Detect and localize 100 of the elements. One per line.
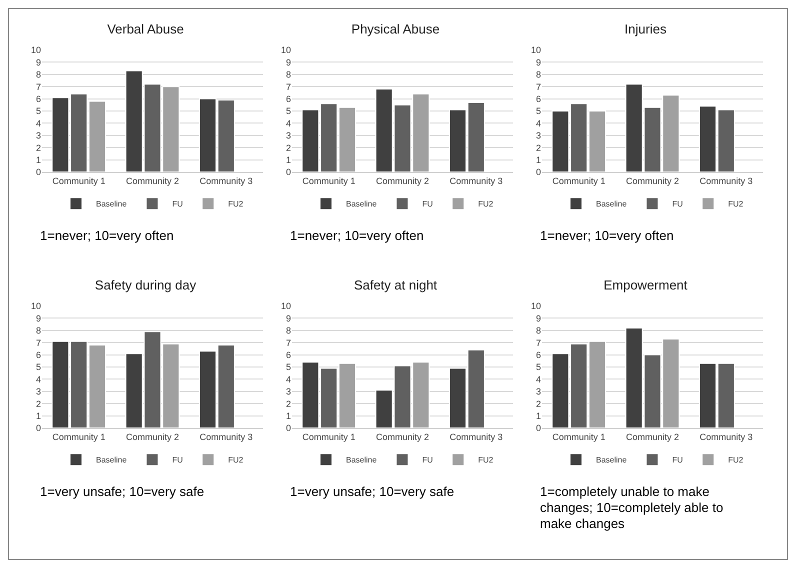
y-tick-label: 6	[286, 94, 291, 104]
chart-title: Physical Abuse	[351, 22, 440, 37]
legend-label: FU2	[228, 200, 244, 209]
x-tick-label: Community 2	[376, 176, 430, 186]
y-tick-label: 0	[536, 167, 541, 178]
legend-label: Baseline	[596, 200, 628, 209]
y-tick-label: 0	[36, 423, 41, 434]
y-tick-label: 0	[536, 423, 541, 434]
x-tick-label: Community 2	[626, 432, 680, 442]
y-tick-label: 3	[536, 386, 541, 397]
chart-title: Empowerment	[604, 278, 688, 293]
y-tick-label: 4	[36, 374, 41, 384]
x-tick-label: Community 3	[450, 432, 503, 442]
y-tick-label: 8	[36, 326, 41, 336]
y-tick-label: 8	[536, 70, 541, 80]
x-tick-label: Community 1	[302, 176, 356, 186]
y-tick-label: 8	[286, 70, 291, 80]
y-tick-label: 2	[286, 398, 291, 409]
text: 1=never; 10=very often	[40, 228, 175, 244]
x-tick-label: Community 3	[700, 432, 753, 442]
y-tick-label: 10	[30, 301, 41, 312]
y-tick-label: 9	[536, 57, 541, 68]
y-tick-label: 10	[280, 301, 291, 312]
y-tick-label: 7	[286, 82, 291, 92]
y-tick-label: 7	[536, 338, 541, 348]
y-tick-label: 8	[536, 326, 541, 336]
y-tick-label: 4	[536, 374, 541, 384]
y-tick-label: 6	[536, 350, 541, 360]
x-tick-label: Community 3	[200, 176, 253, 186]
y-tick-label: 5	[36, 106, 41, 116]
y-tick-label: 6	[536, 94, 541, 104]
y-tick-label: 7	[36, 338, 41, 348]
y-tick-label: 3	[36, 386, 41, 397]
y-tick-label: 10	[280, 45, 291, 56]
legend-label: FU2	[478, 456, 494, 465]
y-tick-label: 6	[286, 350, 291, 360]
y-tick-label: 1	[286, 154, 291, 165]
legend-label: Baseline	[596, 456, 628, 465]
x-tick-label: Community 3	[200, 432, 253, 442]
y-tick-label: 10	[530, 301, 541, 312]
y-tick-label: 9	[36, 57, 41, 68]
y-tick-label: 8	[36, 70, 41, 80]
y-tick-label: 1	[536, 410, 541, 421]
y-tick-label: 7	[286, 338, 291, 348]
y-tick-label: 3	[36, 130, 41, 141]
y-tick-label: 0	[36, 167, 41, 178]
text: 1=never; 10=very often	[540, 228, 675, 244]
legend-label: FU	[422, 456, 434, 465]
y-tick-label: 3	[286, 130, 291, 141]
y-tick-label: 10	[30, 45, 41, 56]
y-tick-label: 2	[286, 142, 291, 153]
x-tick-label: Community 1	[552, 432, 606, 442]
x-tick-label: Community 1	[302, 432, 356, 442]
text: 1=never; 10=very often	[290, 228, 425, 244]
legend-label: FU	[172, 456, 184, 465]
y-tick-label: 8	[286, 326, 291, 336]
y-tick-label: 9	[286, 57, 291, 68]
legend-label: FU	[422, 200, 434, 209]
y-tick-label: 3	[286, 386, 291, 397]
legend-label: Baseline	[346, 456, 378, 465]
x-tick-label: Community 2	[126, 176, 180, 186]
x-tick-label: Community 2	[126, 432, 180, 442]
y-tick-label: 9	[536, 313, 541, 324]
x-tick-label: Community 3	[700, 176, 753, 186]
x-tick-label: Community 1	[52, 176, 106, 186]
y-tick-label: 1	[36, 410, 41, 421]
y-tick-label: 6	[36, 94, 41, 104]
legend-label: FU	[172, 200, 184, 209]
y-tick-label: 1	[36, 154, 41, 165]
chart-title: Safety during day	[94, 278, 197, 293]
chart-title: Verbal Abuse	[107, 22, 184, 37]
y-tick-label: 2	[36, 398, 41, 409]
y-tick-label: 4	[286, 374, 291, 384]
y-tick-label: 0	[286, 423, 291, 434]
y-tick-label: 0	[286, 167, 291, 178]
y-tick-label: 2	[536, 398, 541, 409]
y-tick-label: 4	[286, 118, 291, 128]
y-tick-label: 5	[286, 362, 291, 372]
y-tick-label: 6	[36, 350, 41, 360]
y-tick-label: 4	[536, 118, 541, 128]
legend-label: FU	[672, 200, 684, 209]
x-tick-label: Community 2	[626, 176, 680, 186]
y-tick-label: 1	[286, 410, 291, 421]
y-tick-label: 5	[36, 362, 41, 372]
text: 1=very unsafe; 10=very safe	[40, 484, 206, 500]
y-tick-label: 5	[536, 362, 541, 372]
y-tick-label: 7	[36, 82, 41, 92]
y-tick-label: 10	[530, 45, 541, 56]
legend-label: FU2	[728, 456, 744, 465]
y-tick-label: 4	[36, 118, 41, 128]
y-tick-label: 5	[286, 106, 291, 116]
legend-label: Baseline	[96, 456, 128, 465]
legend-label: Baseline	[346, 200, 378, 209]
y-tick-label: 2	[36, 142, 41, 153]
x-tick-label: Community 1	[552, 176, 606, 186]
legend-label: FU2	[478, 200, 494, 209]
text: 1=completely unable to make changes; 10=completely able to make changes	[540, 484, 724, 532]
x-tick-label: Community 1	[52, 432, 106, 442]
chart-title: Safety at night	[354, 278, 438, 293]
legend-label: Baseline	[96, 200, 128, 209]
